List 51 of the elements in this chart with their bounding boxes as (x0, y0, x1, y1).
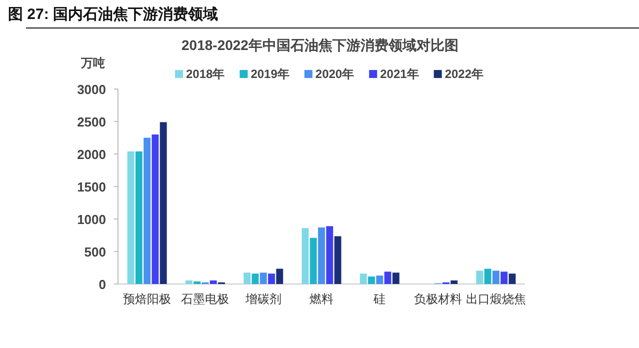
bar (310, 238, 317, 284)
y-tick-label: 0 (98, 277, 106, 292)
legend-label: 2018年 (186, 67, 225, 81)
bar (144, 138, 151, 284)
bar (244, 272, 251, 284)
x-tick-label: 石墨电极 (181, 292, 230, 306)
x-tick-label: 出口煅烧焦 (466, 292, 526, 306)
bar (194, 281, 201, 284)
legend-label: 2022年 (444, 67, 484, 81)
x-tick-label: 负极材料 (414, 292, 462, 306)
x-tick-label: 增碳剂 (244, 292, 282, 306)
bar (392, 272, 400, 284)
bar (210, 280, 217, 284)
bar (260, 272, 267, 284)
bar (185, 280, 192, 284)
bar (484, 268, 492, 284)
bar (268, 274, 275, 284)
bar (376, 276, 384, 284)
bar (508, 274, 516, 284)
chart-subtitle: 2018-2022年中国石油焦下游消费领域对比图 (182, 37, 458, 53)
legend-label: 2021年 (380, 67, 419, 81)
bar (135, 151, 142, 284)
bar (384, 272, 392, 284)
y-tick-label: 3000 (77, 82, 106, 97)
legend-label: 2019年 (250, 67, 290, 81)
bar (326, 226, 334, 284)
y-axis-title: 万吨 (80, 56, 105, 70)
bar (252, 274, 259, 284)
bar (318, 227, 325, 284)
bar (160, 122, 167, 284)
bar (450, 280, 458, 284)
bar (368, 276, 375, 284)
y-tick-label: 1500 (77, 180, 106, 194)
bar (360, 274, 367, 284)
y-tick-label: 1000 (77, 212, 106, 227)
bar (127, 151, 134, 284)
y-tick-label: 2500 (77, 114, 106, 130)
bar (334, 236, 342, 284)
bar (492, 270, 500, 284)
bar (276, 268, 284, 284)
bar (500, 272, 508, 284)
bar (152, 134, 159, 284)
x-tick-label: 燃料 (310, 292, 334, 306)
chart-title: 图 27: 国内石油焦下游消费领域 (8, 6, 218, 23)
legend-label: 2020年 (315, 67, 354, 81)
y-tick-label: 2000 (77, 147, 106, 162)
x-tick-label: 预焙阳极 (123, 292, 172, 306)
y-tick-label: 500 (84, 244, 106, 260)
bar (302, 228, 309, 284)
bar (476, 270, 484, 284)
x-tick-label: 硅 (372, 292, 386, 306)
